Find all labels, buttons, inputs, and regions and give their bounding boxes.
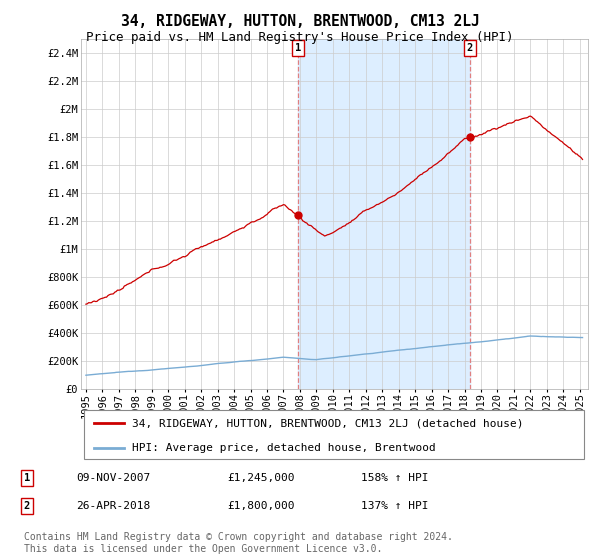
Text: £1,800,000: £1,800,000 <box>227 501 295 511</box>
Text: 137% ↑ HPI: 137% ↑ HPI <box>361 501 428 511</box>
Text: 26-APR-2018: 26-APR-2018 <box>76 501 150 511</box>
Text: 09-NOV-2007: 09-NOV-2007 <box>76 473 150 483</box>
Text: 34, RIDGEWAY, HUTTON, BRENTWOOD, CM13 2LJ: 34, RIDGEWAY, HUTTON, BRENTWOOD, CM13 2L… <box>121 14 479 29</box>
Text: HPI: Average price, detached house, Brentwood: HPI: Average price, detached house, Bren… <box>132 442 436 452</box>
Bar <box>298 39 470 389</box>
Text: 158% ↑ HPI: 158% ↑ HPI <box>361 473 428 483</box>
Text: £1,245,000: £1,245,000 <box>227 473 295 483</box>
Text: 34, RIDGEWAY, HUTTON, BRENTWOOD, CM13 2LJ (detached house): 34, RIDGEWAY, HUTTON, BRENTWOOD, CM13 2L… <box>132 418 523 428</box>
Text: 1: 1 <box>23 473 30 483</box>
Text: 2: 2 <box>23 501 30 511</box>
Text: 1: 1 <box>295 43 301 53</box>
Text: Price paid vs. HM Land Registry's House Price Index (HPI): Price paid vs. HM Land Registry's House … <box>86 31 514 44</box>
Text: Contains HM Land Registry data © Crown copyright and database right 2024.
This d: Contains HM Land Registry data © Crown c… <box>23 532 452 554</box>
Text: 2: 2 <box>467 43 473 53</box>
